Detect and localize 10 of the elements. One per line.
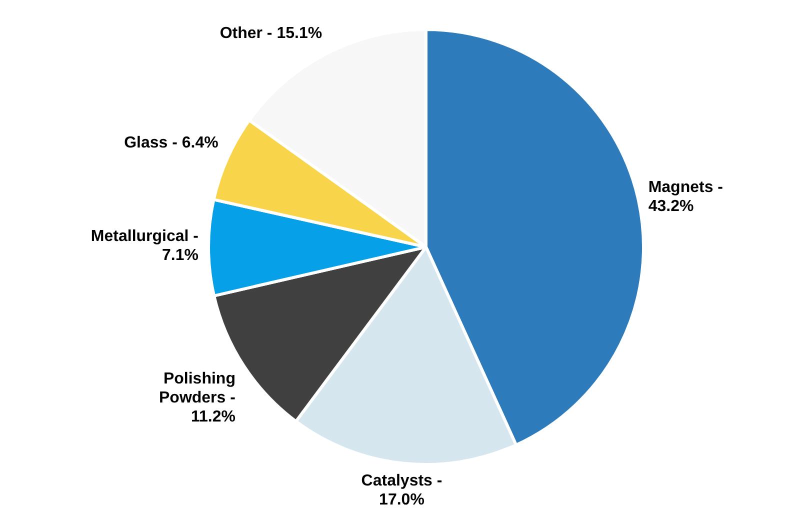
slice-label: Glass - 6.4% bbox=[124, 134, 218, 152]
data-label: 11.2% bbox=[190, 408, 236, 426]
slice-label: Other - 15.1% bbox=[220, 25, 322, 42]
slice-label: Magnets - bbox=[648, 179, 723, 196]
data-label: 17.0% bbox=[379, 492, 424, 509]
data-label: 7.1% bbox=[162, 247, 198, 264]
slice-label: Catalysts - bbox=[361, 472, 442, 490]
slice-label: Polishing Powders - bbox=[158, 370, 236, 407]
data-label: 43.2% bbox=[648, 198, 694, 216]
slice-label: Metallurgical - bbox=[90, 228, 198, 246]
